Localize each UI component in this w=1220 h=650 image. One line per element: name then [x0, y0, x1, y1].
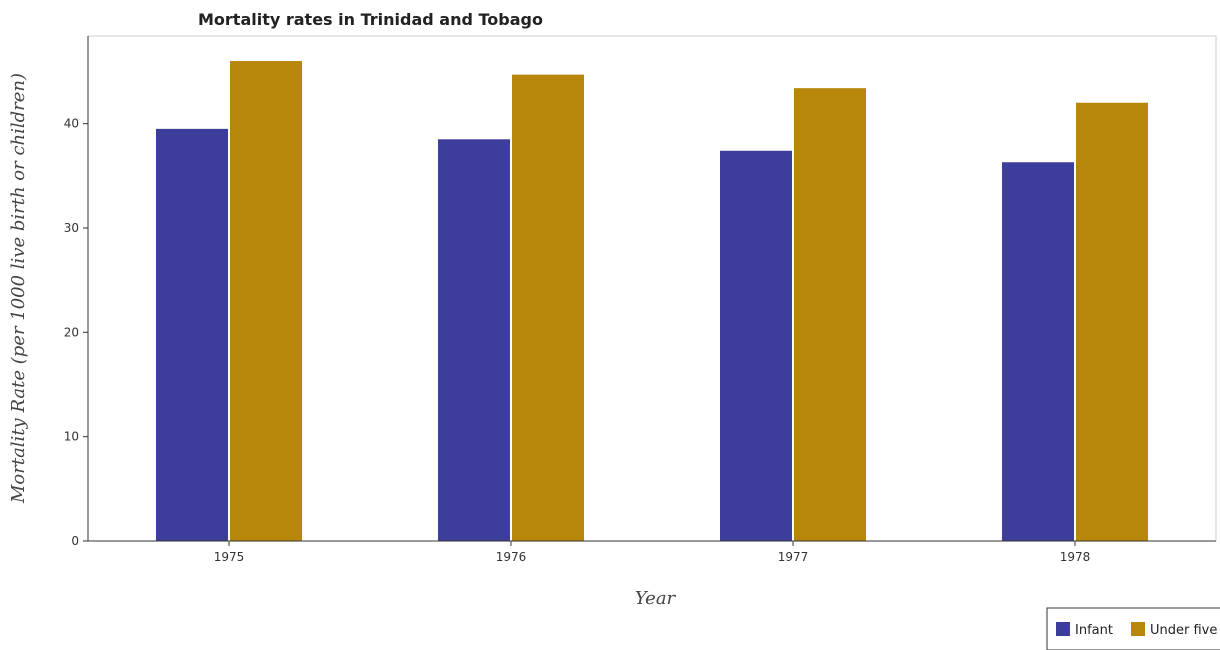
bar-infant-1977	[720, 150, 792, 542]
chart-title: Mortality rates in Trinidad and Tobago	[198, 10, 543, 29]
bar-under-five-1976	[512, 74, 584, 541]
y-tick-label: 0	[71, 534, 79, 548]
y-tick-label: 10	[64, 430, 79, 444]
legend-label-infant: Infant	[1075, 623, 1113, 638]
y-tick-label: 40	[64, 117, 79, 131]
x-tick-label: 1976	[496, 550, 527, 564]
bar-infant-1978	[1002, 162, 1074, 541]
legend: Infant Under five	[1046, 607, 1220, 650]
y-tick-label: 20	[64, 325, 79, 339]
bar-under-five-1977	[794, 88, 866, 541]
y-tick-label: 30	[64, 221, 79, 235]
x-axis: 1975 1976 1977 1978	[88, 540, 1216, 564]
bar-under-five-1978	[1076, 102, 1148, 542]
legend-swatch-under-five	[1131, 622, 1145, 636]
bar-infant-1975	[156, 128, 228, 541]
y-axis: 0 10 20 30 40	[64, 36, 89, 548]
y-axis-label: Mortality Rate (per 1000 live birth or c…	[8, 73, 29, 504]
legend-swatch-infant	[1056, 622, 1070, 636]
bars-group	[156, 61, 1148, 542]
x-tick-label: 1977	[778, 550, 809, 564]
x-tick-label: 1975	[214, 550, 245, 564]
x-axis-label: Year	[635, 588, 677, 609]
x-tick-label: 1978	[1060, 550, 1091, 564]
bar-infant-1976	[438, 139, 510, 541]
legend-label-under-five: Under five	[1150, 623, 1217, 638]
bar-under-five-1975	[230, 61, 302, 541]
